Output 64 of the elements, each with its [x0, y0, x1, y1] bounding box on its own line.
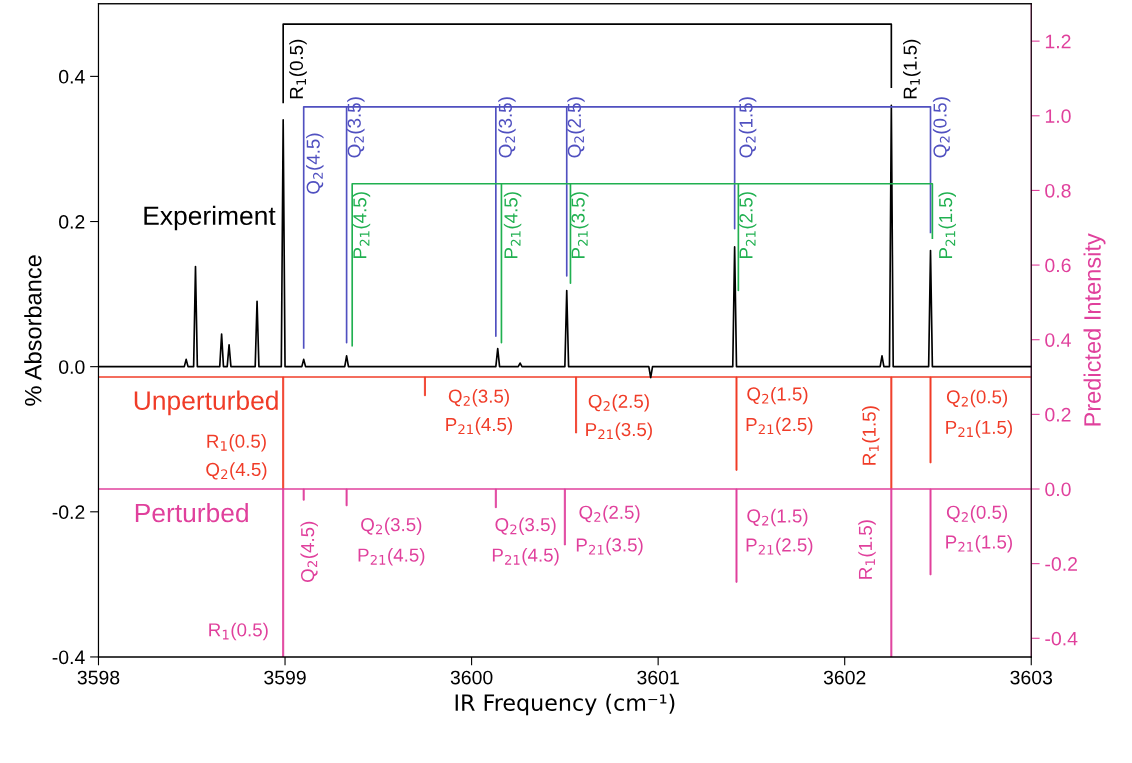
x-tick-label: 3601: [637, 670, 679, 685]
annotation: P$_{21}$(4.5): [358, 547, 425, 566]
annotation: Q$_{2}$(3.5): [498, 97, 516, 158]
annotation: P$_{21}$(2.5): [746, 537, 813, 556]
annotation: Q$_{2}$(3.5): [347, 97, 365, 158]
y-tick-label: -0.2: [52, 505, 85, 520]
annotation: P$_{21}$(3.5): [570, 192, 589, 258]
x-tick-label: 3599: [264, 670, 306, 685]
x-tick-label: 3600: [450, 670, 493, 685]
x-axis-title: IR Frequency (cm⁻¹): [455, 693, 675, 716]
y2-tick-label: 1.0: [1045, 109, 1071, 124]
annotation: P$_{21}$(4.5): [352, 192, 371, 258]
annotation: Q$_{2}$(0.5): [946, 505, 1008, 523]
annotation: R$_{1}$(1.5): [858, 520, 876, 579]
annotation: P$_{21}$(4.5): [503, 192, 522, 258]
annotation: P$_{21}$(3.5): [576, 537, 643, 556]
annotation: Q$_{2}$(0.5): [932, 97, 951, 158]
annotation: Q$_{2}$(4.5): [206, 462, 267, 480]
y2-tick-label: -0.2: [1045, 557, 1077, 571]
annotation: P$_{21}$(1.5): [946, 420, 1012, 438]
y2-tick-label: 0.0: [1045, 482, 1071, 497]
annotation: Q$_{2}$(3.5): [448, 389, 509, 407]
y2-axis-title: Predicted Intensity: [1083, 233, 1106, 426]
y2-tick-label: 1.2: [1045, 34, 1071, 49]
annotation: P$_{21}$(1.5): [938, 192, 956, 258]
annotation: P$_{21}$(2.5): [738, 192, 757, 258]
annotation: R$_{1}$(0.5): [207, 434, 266, 452]
y2-tick-label: 0.4: [1045, 333, 1071, 347]
annotation: Q$_{2}$(2.5): [579, 505, 640, 523]
annotation: Q$_{2}$(3.5): [361, 517, 422, 535]
line-series: [351, 182, 934, 347]
annotation: P$_{21}$(1.5): [946, 534, 1012, 553]
y2-tick-label: -0.4: [1045, 631, 1078, 646]
annotation: P$_{21}$(3.5): [586, 422, 652, 440]
annotation: Q$_{2}$(4.5): [306, 133, 324, 194]
series-label: Perturbed: [135, 502, 248, 523]
x-tick-label: 3603: [1010, 670, 1053, 685]
y-tick-label: 0.2: [59, 214, 85, 229]
annotation: Q$_{2}$(1.5): [747, 508, 808, 527]
annotation: R$_{1}$(0.5): [289, 39, 307, 99]
x-tick-label: 3598: [77, 670, 120, 685]
annotation: Q$_{2}$(4.5): [300, 521, 318, 582]
annotation: P$_{21}$(4.5): [446, 417, 513, 435]
annotation: P$_{21}$(4.5): [492, 547, 559, 566]
annotation: Q$_{2}$(0.5): [946, 389, 1008, 408]
annotation: R$_{1}$(1.5): [903, 39, 921, 99]
series-label: Experiment: [144, 205, 276, 231]
y-tick-label: 0.0: [59, 360, 85, 374]
annotation: P$_{21}$(2.5): [746, 417, 813, 435]
y-tick-label: -0.4: [52, 650, 85, 665]
annotation: Q$_{2}$(1.5): [747, 386, 808, 405]
annotation: Q$_{2}$(3.5): [495, 517, 556, 535]
annotation: R$_{1}$(1.5): [862, 406, 880, 465]
annotation: R$_{1}$(0.5): [209, 622, 268, 641]
y2-tick-label: 0.8: [1045, 183, 1071, 198]
y-tick-label: 0.4: [59, 69, 85, 84]
x-tick-label: 3602: [823, 670, 866, 685]
annotation: Q$_{2}$(2.5): [588, 394, 649, 412]
y-axis-title: % Absorbance: [24, 255, 42, 406]
annotation: Q$_{2}$(1.5): [738, 97, 757, 158]
y2-tick-label: 0.6: [1045, 258, 1071, 273]
y2-tick-label: 0.2: [1045, 407, 1071, 422]
annotation: Q$_{2}$(2.5): [567, 97, 585, 158]
series-label: Unperturbed: [134, 390, 278, 416]
